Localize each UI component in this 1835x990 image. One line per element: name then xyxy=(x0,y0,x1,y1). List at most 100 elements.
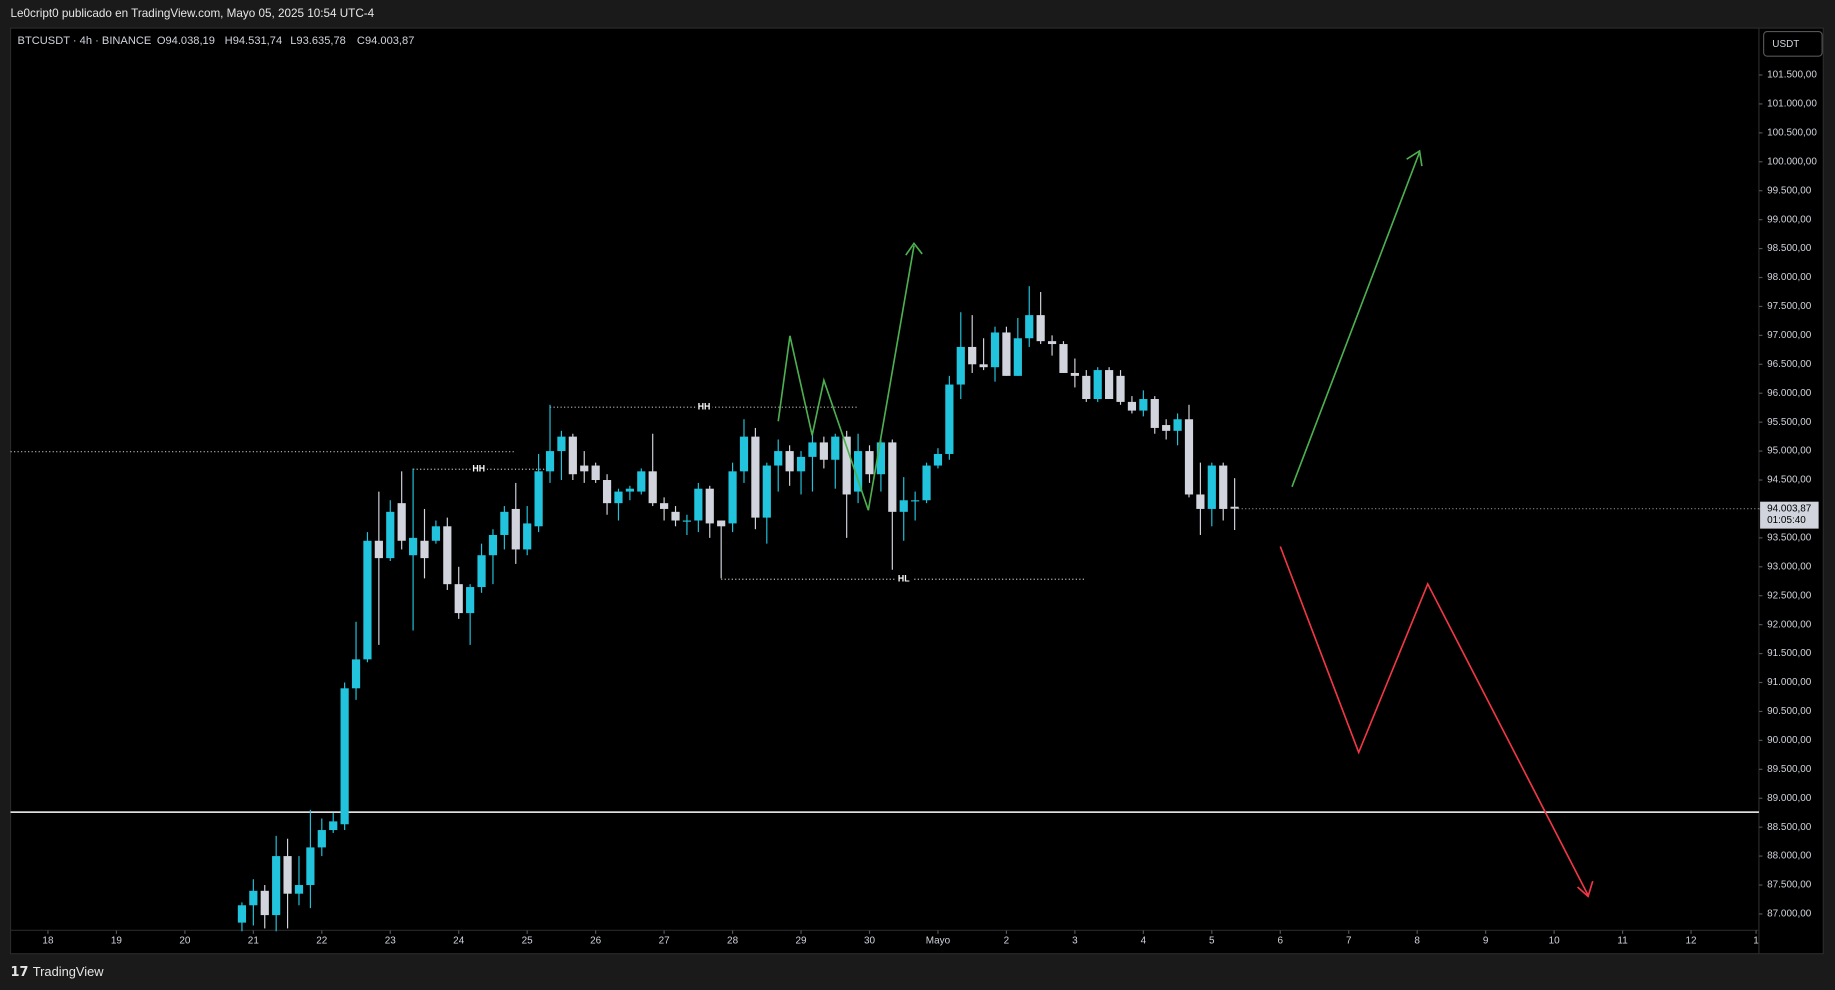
annotation-label: HL xyxy=(898,574,910,584)
candle-body xyxy=(648,471,657,504)
legend-symbol: BTCUSDT · 4h · BINANCE xyxy=(18,35,152,47)
candle-body xyxy=(762,465,771,518)
annotation-label-bg xyxy=(895,574,912,584)
candle-body xyxy=(237,905,247,923)
x-tick-label: 30 xyxy=(864,935,876,946)
candle-body xyxy=(876,442,886,475)
candle-body xyxy=(591,465,600,481)
x-tick-label: 5 xyxy=(1209,935,1215,946)
series-layer: 87.000,00 87.500,00 88.000,00 88.500,00 89.0… xyxy=(10,70,1819,946)
drawing-green-arrow xyxy=(1291,151,1421,488)
candle-body xyxy=(899,500,908,512)
drawings xyxy=(777,149,1594,898)
y-tick-label: 93.500,00 xyxy=(1767,532,1812,543)
candle-body xyxy=(283,856,292,894)
candle-body xyxy=(374,540,383,559)
x-tick-label: 27 xyxy=(659,935,671,946)
candle-body xyxy=(990,332,1000,368)
y-tick-label: 95.000,00 xyxy=(1767,446,1812,457)
y-tick-label: 94.500,00 xyxy=(1767,475,1812,486)
y-tick-label: 89.500,00 xyxy=(1767,764,1812,775)
x-tick-label: 24 xyxy=(453,935,465,946)
y-tick-label: 88.000,00 xyxy=(1767,851,1812,862)
candle-body xyxy=(945,384,954,454)
chart-pane xyxy=(9,27,1824,955)
candle-body xyxy=(1002,332,1011,376)
y-tick-label: 98.000,00 xyxy=(1767,272,1812,283)
y-tick-label: 100.000,00 xyxy=(1767,156,1817,167)
x-tick-label: 22 xyxy=(316,935,328,946)
y-tick-label: 89.000,00 xyxy=(1767,793,1812,804)
candle-body xyxy=(1230,506,1239,509)
candle-body xyxy=(397,503,406,541)
candle-body xyxy=(306,847,315,886)
y-tick-label: 87.500,00 xyxy=(1767,880,1812,891)
candle-body xyxy=(922,465,931,501)
x-tick-label: 25 xyxy=(522,935,534,946)
candle-body xyxy=(443,526,452,585)
candle-body xyxy=(808,442,817,457)
candle-body xyxy=(1036,315,1045,342)
candle-body xyxy=(1070,372,1079,376)
x-tick-label: 10 xyxy=(1549,935,1561,946)
x-tick-label: 23 xyxy=(385,935,397,946)
last-price-label: 94.003,87 xyxy=(1767,503,1812,514)
candle-body xyxy=(568,436,577,475)
currency-button[interactable] xyxy=(1763,31,1823,57)
candle-body xyxy=(1150,399,1159,428)
x-tick-label: 11 xyxy=(1617,935,1628,946)
x-tick-label: 19 xyxy=(111,935,123,946)
y-tick-label: 101.000,00 xyxy=(1767,99,1817,110)
x-tick-label: 26 xyxy=(590,935,602,946)
candle-body xyxy=(1093,370,1102,400)
x-tick-label: 3 xyxy=(1072,935,1078,946)
legend-low: L93.635,78 xyxy=(290,35,346,47)
x-tick-label: 12 xyxy=(1686,935,1698,946)
candle-body xyxy=(545,451,555,472)
y-tick-label: 96.000,00 xyxy=(1767,388,1812,399)
candle-body xyxy=(1025,315,1034,339)
x-tick-label: 9 xyxy=(1483,935,1489,946)
x-tick-label: 4 xyxy=(1141,935,1147,946)
candle-body xyxy=(682,520,692,522)
candle-body xyxy=(1047,341,1057,345)
x-tick-label: 2 xyxy=(1004,935,1010,946)
candle-body xyxy=(431,526,441,541)
y-tick-label: 87.000,00 xyxy=(1767,909,1812,920)
candle-body xyxy=(842,436,851,495)
last-price-tag xyxy=(1760,501,1819,529)
y-tick-label: 97.500,00 xyxy=(1767,301,1812,312)
candle-body xyxy=(625,488,634,492)
candle-body xyxy=(1162,425,1171,431)
candle-body xyxy=(774,451,783,466)
x-tick-label: 21 xyxy=(248,935,260,946)
candle-body xyxy=(705,488,714,524)
candle-body xyxy=(831,436,840,460)
candle-body xyxy=(557,436,566,452)
y-tick-label: 97.000,00 xyxy=(1767,330,1812,341)
x-tick-label: 1 xyxy=(1753,935,1759,946)
candle-body xyxy=(671,511,680,521)
candle-body xyxy=(1196,494,1205,509)
currency-button-label[interactable]: USDT xyxy=(1772,39,1799,50)
candle-body xyxy=(317,830,326,848)
x-tick-label: 20 xyxy=(179,935,191,946)
y-tick-label: 91.000,00 xyxy=(1767,677,1812,688)
drawing-green-zigzag xyxy=(777,245,915,511)
y-tick-label: 91.500,00 xyxy=(1767,648,1812,659)
candle-body xyxy=(819,442,828,460)
candle-body xyxy=(637,471,646,492)
annotation-label-bg xyxy=(470,464,487,474)
candle-body xyxy=(979,364,988,368)
candle-body xyxy=(933,453,943,466)
candle-body xyxy=(1207,465,1216,509)
candle-body xyxy=(1116,375,1125,402)
candle-body xyxy=(363,540,372,660)
candle-body xyxy=(408,537,418,556)
candle-body xyxy=(614,491,623,504)
candle-body xyxy=(968,346,977,365)
candle-body xyxy=(523,523,532,550)
drawing-arrow-head xyxy=(1406,149,1423,167)
candle-body xyxy=(329,821,338,831)
